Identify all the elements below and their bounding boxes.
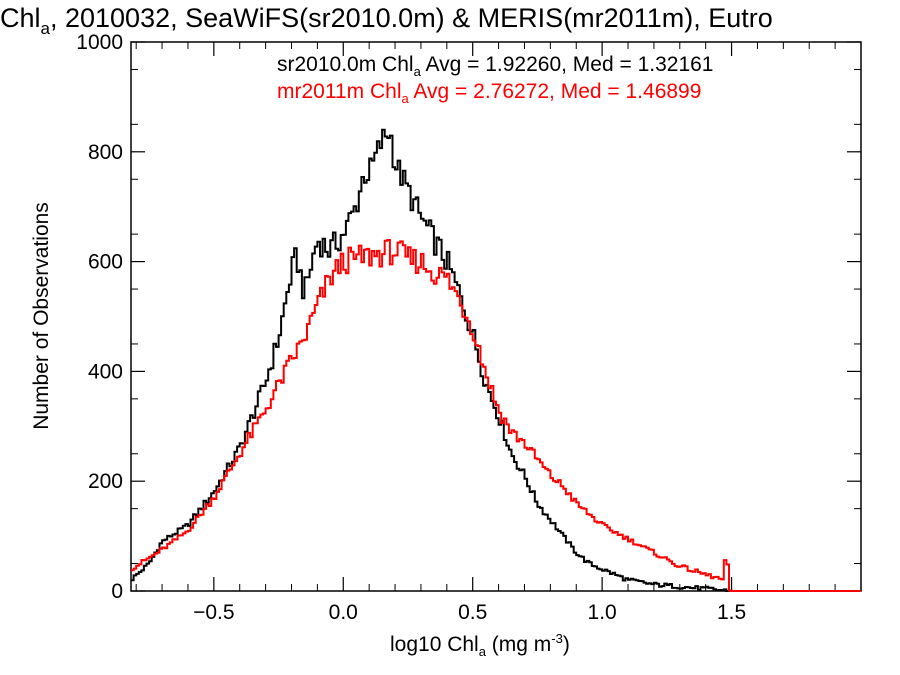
x-axis-label: log10 Chla (mg m-3) <box>390 631 570 659</box>
stats-line-black: sr2010.0m Chla Avg = 1.92260, Med = 1.32… <box>277 53 713 79</box>
series-layer <box>131 128 861 592</box>
histogram-series-red <box>131 239 861 592</box>
x-tick-labels: −0.5 0.0 0.5 1.0 1.5 <box>193 601 746 624</box>
y-tick-label: 400 <box>88 360 123 383</box>
histogram-series-black <box>131 128 861 592</box>
y-tick-label: 1000 <box>76 31 123 54</box>
axis-ticks <box>131 41 862 592</box>
plot-frame <box>130 41 862 592</box>
y-axis-label: Number of Observations <box>30 202 53 430</box>
x-tick-label: 0.5 <box>458 601 487 624</box>
x-tick-label: 1.5 <box>717 601 746 624</box>
y-tick-label: 600 <box>88 251 123 274</box>
y-tick-label: 800 <box>88 141 123 164</box>
y-tick-labels: 0 200 400 600 800 1000 <box>76 31 123 603</box>
x-tick-label: 0.0 <box>329 601 358 624</box>
y-tick-label: 0 <box>111 580 123 603</box>
stats-line-red: mr2011m Chla Avg = 2.76272, Med = 1.4689… <box>277 80 701 106</box>
y-tick-label: 200 <box>88 470 123 493</box>
chart-title: Chla, 2010032, SeaWiFS(sr2010.0m) & MERI… <box>0 3 773 38</box>
x-tick-label: 1.0 <box>588 601 617 624</box>
x-tick-label: −0.5 <box>193 601 234 624</box>
plot-area: −0.5 0.0 0.5 1.0 1.5 0 200 400 600 800 1000 <box>76 31 862 624</box>
